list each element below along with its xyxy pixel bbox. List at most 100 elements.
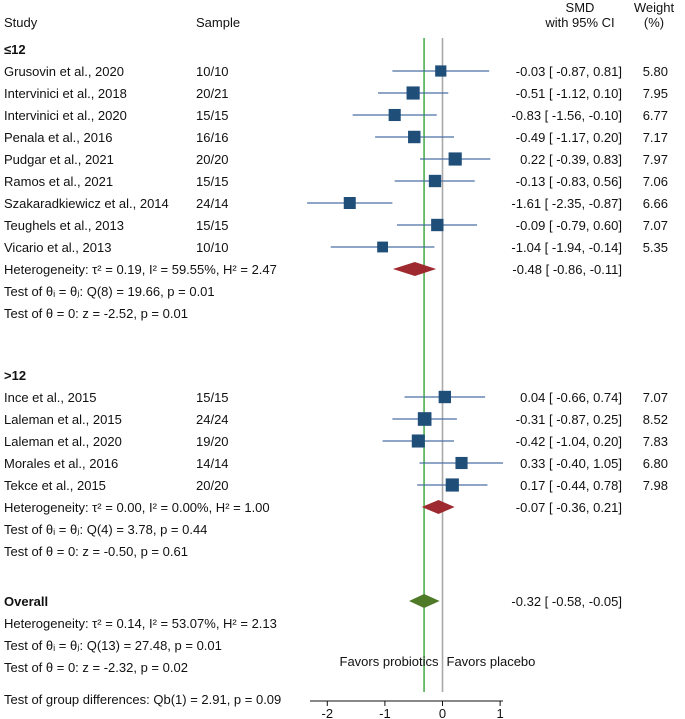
study-smd-ci: -1.61 [ -2.35, -0.87] xyxy=(511,196,622,211)
study-sample: 15/15 xyxy=(196,108,229,123)
study-effect-square xyxy=(408,130,421,144)
study-smd-ci: 0.22 [ -0.39, 0.83] xyxy=(520,152,622,167)
study-smd-ci: -1.04 [ -1.94, -0.14] xyxy=(511,240,622,255)
study-name: Szakaradkiewicz et al., 2014 xyxy=(4,196,169,211)
study-smd-ci: -0.03 [ -0.87, 0.81] xyxy=(516,64,622,79)
header-smd: SMD xyxy=(566,0,595,15)
study-weight: 7.83 xyxy=(643,434,668,449)
favors-left-label: Favors probiotics xyxy=(340,654,439,669)
study-sample: 20/20 xyxy=(196,478,229,493)
study-sample: 20/21 xyxy=(196,86,229,101)
overall-smd-ci: -0.32 [ -0.58, -0.05] xyxy=(511,594,622,609)
study-name: Laleman et al., 2020 xyxy=(4,434,122,449)
header-weight: Weight xyxy=(634,0,675,15)
study-weight: 7.07 xyxy=(643,390,668,405)
study-smd-ci: -0.42 [ -1.04, 0.20] xyxy=(516,434,622,449)
study-name: Grusovin et al., 2020 xyxy=(4,64,124,79)
study-weight: 8.52 xyxy=(643,412,668,427)
subgroup-smd-ci: -0.48 [ -0.86, -0.11] xyxy=(512,262,622,277)
study-sample: 15/15 xyxy=(196,390,229,405)
subgroup-test-homogeneity: Test of θᵢ = θⱼ: Q(8) = 19.66, p = 0.01 xyxy=(4,284,215,299)
study-weight: 7.17 xyxy=(643,130,668,145)
subgroup-smd-ci: -0.07 [ -0.36, 0.21] xyxy=(516,500,622,515)
study-name: Ramos et al., 2021 xyxy=(4,174,113,189)
group-label: >12 xyxy=(4,368,26,383)
study-effect-square xyxy=(388,108,401,122)
study-weight: 5.80 xyxy=(643,64,668,79)
overall-test-homogeneity: Test of θᵢ = θⱼ: Q(13) = 27.48, p = 0.01 xyxy=(4,638,222,653)
subgroup-test-effect: Test of θ = 0: z = -2.52, p = 0.01 xyxy=(4,306,188,321)
study-sample: 10/10 xyxy=(196,64,229,79)
study-effect-square xyxy=(411,434,425,448)
study-name: Penala et al., 2016 xyxy=(4,130,112,145)
study-name: Intervinici et al., 2018 xyxy=(4,86,127,101)
study-smd-ci: 0.33 [ -0.40, 1.05] xyxy=(520,456,622,471)
overall-test-effect: Test of θ = 0: z = -2.32, p = 0.02 xyxy=(4,660,188,675)
overall-label: Overall xyxy=(4,594,48,609)
subgroup-heterogeneity: Heterogeneity: τ² = 0.00, I² = 0.00%, H²… xyxy=(4,500,270,515)
subgroup-test-effect: Test of θ = 0: z = -0.50, p = 0.61 xyxy=(4,544,188,559)
study-effect-square xyxy=(377,241,388,253)
study-weight: 7.98 xyxy=(643,478,668,493)
study-effect-square xyxy=(406,86,420,100)
study-weight: 7.95 xyxy=(643,86,668,101)
subgroup-test-homogeneity: Test of θᵢ = θⱼ: Q(4) = 3.78, p = 0.44 xyxy=(4,522,207,537)
study-smd-ci: -0.83 [ -1.56, -0.10] xyxy=(511,108,622,123)
header-sample: Sample xyxy=(196,15,240,30)
study-name: Intervinici et al., 2020 xyxy=(4,108,127,123)
x-axis-tick-label: -1 xyxy=(379,706,391,719)
study-sample: 20/20 xyxy=(196,152,229,167)
study-effect-square xyxy=(438,390,451,404)
study-sample: 16/16 xyxy=(196,130,229,145)
study-weight: 7.06 xyxy=(643,174,668,189)
study-name: Pudgar et al., 2021 xyxy=(4,152,114,167)
study-weight: 7.97 xyxy=(643,152,668,167)
x-axis-tick-label: 1 xyxy=(497,706,504,719)
overall-heterogeneity: Heterogeneity: τ² = 0.14, I² = 53.07%, H… xyxy=(4,616,277,631)
study-smd-ci: 0.04 [ -0.66, 0.74] xyxy=(520,390,622,405)
study-sample: 15/15 xyxy=(196,174,229,189)
study-name: Laleman et al., 2015 xyxy=(4,412,122,427)
study-sample: 15/15 xyxy=(196,218,229,233)
header-smd-ci: with 95% CI xyxy=(544,15,614,30)
study-effect-square xyxy=(431,218,444,232)
header-weight-pct: (%) xyxy=(644,15,664,30)
study-weight: 6.66 xyxy=(643,196,668,211)
study-name: Vicario et al., 2013 xyxy=(4,240,111,255)
study-name: Tekce et al., 2015 xyxy=(4,478,106,493)
favors-right-label: Favors placebo xyxy=(447,654,536,669)
study-sample: 24/24 xyxy=(196,412,229,427)
x-axis-tick-label: -2 xyxy=(322,706,334,719)
study-sample: 14/14 xyxy=(196,456,229,471)
study-weight: 7.07 xyxy=(643,218,668,233)
study-smd-ci: -0.51 [ -1.12, 0.10] xyxy=(516,86,622,101)
study-smd-ci: -0.09 [ -0.79, 0.60] xyxy=(516,218,622,233)
study-smd-ci: 0.17 [ -0.44, 0.78] xyxy=(520,478,622,493)
study-effect-square xyxy=(343,197,356,209)
header-study: Study xyxy=(4,15,38,30)
study-effect-square xyxy=(455,456,468,470)
study-smd-ci: -0.31 [ -0.87, 0.25] xyxy=(516,412,622,427)
study-effect-square xyxy=(428,174,442,188)
study-sample: 19/20 xyxy=(196,434,229,449)
study-weight: 6.77 xyxy=(643,108,668,123)
study-weight: 6.80 xyxy=(643,456,668,471)
overall-diamond xyxy=(409,594,440,608)
study-name: Morales et al., 2016 xyxy=(4,456,118,471)
study-effect-square xyxy=(417,412,432,426)
x-axis-tick-label: 0 xyxy=(439,706,446,719)
study-sample: 24/14 xyxy=(196,196,229,211)
study-weight: 5.35 xyxy=(643,240,668,255)
subgroup-diamond xyxy=(392,262,437,276)
group-label: ≤12 xyxy=(4,42,26,57)
subgroup-heterogeneity: Heterogeneity: τ² = 0.19, I² = 59.55%, H… xyxy=(4,262,277,277)
group-differences-test: Test of group differences: Qb(1) = 2.91,… xyxy=(4,692,281,707)
study-smd-ci: -0.13 [ -0.83, 0.56] xyxy=(516,174,622,189)
study-effect-square xyxy=(435,65,447,77)
subgroup-diamond xyxy=(421,500,455,514)
study-effect-square xyxy=(448,152,462,166)
study-smd-ci: -0.49 [ -1.17, 0.20] xyxy=(516,130,622,145)
study-name: Teughels et al., 2013 xyxy=(4,218,124,233)
study-sample: 10/10 xyxy=(196,240,229,255)
